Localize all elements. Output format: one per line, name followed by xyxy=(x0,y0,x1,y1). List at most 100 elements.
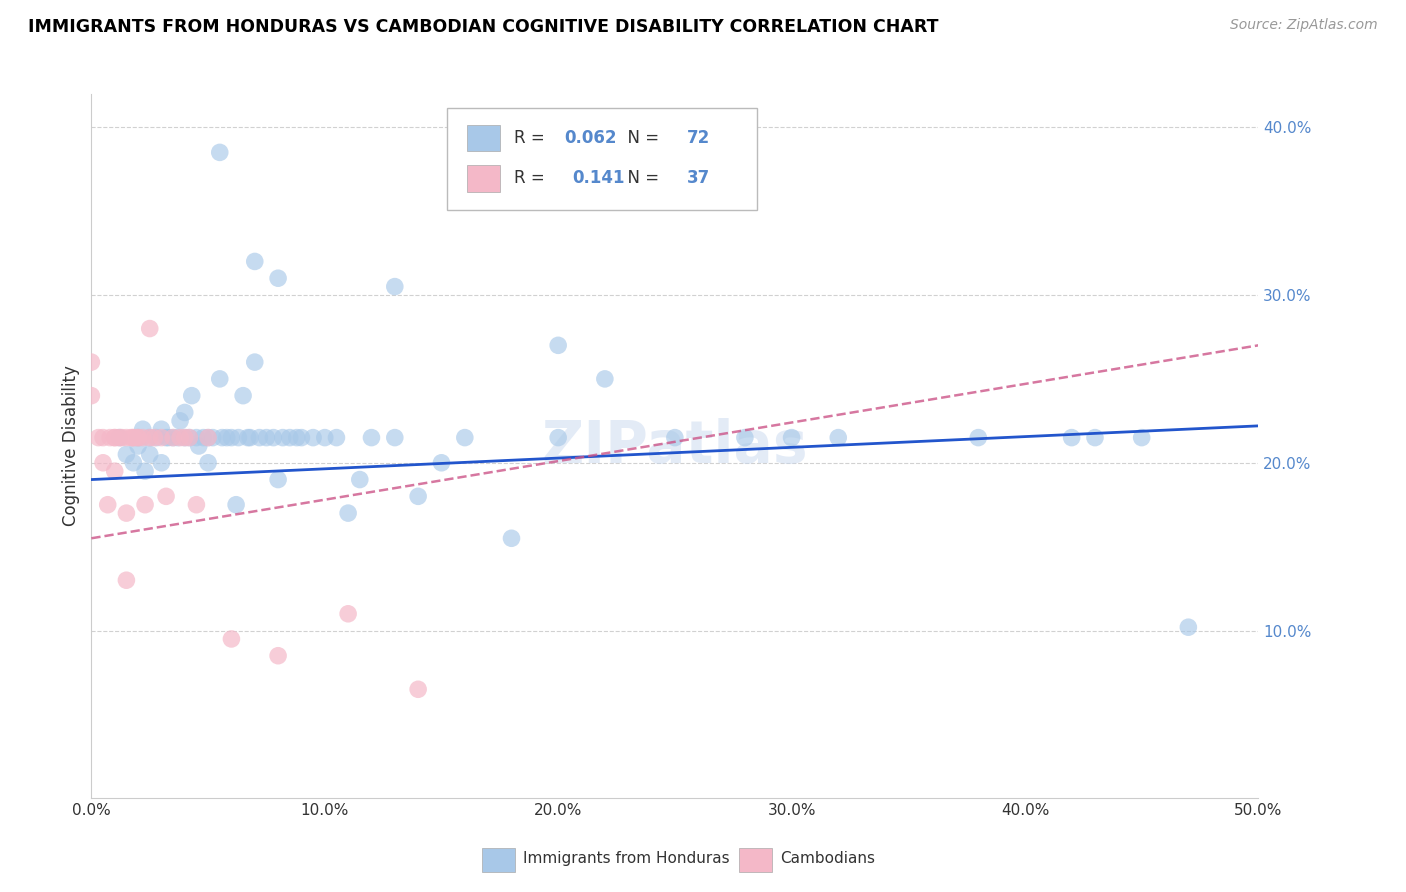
Point xyxy=(87,431,110,445)
Point xyxy=(115,431,138,445)
Text: R =: R = xyxy=(513,129,550,147)
Point xyxy=(120,431,142,445)
Point xyxy=(157,431,180,445)
Text: 0.141: 0.141 xyxy=(572,169,624,187)
Point xyxy=(127,431,149,445)
Point xyxy=(138,447,162,461)
Point xyxy=(267,473,290,487)
Point xyxy=(173,431,195,445)
Point xyxy=(384,431,406,445)
Point xyxy=(98,431,121,445)
Point xyxy=(384,279,406,293)
Point xyxy=(134,464,156,478)
Text: 72: 72 xyxy=(686,129,710,147)
Point xyxy=(111,431,134,445)
Point xyxy=(127,431,149,445)
Point xyxy=(145,431,167,445)
Point xyxy=(104,431,127,445)
Point xyxy=(593,372,616,386)
Point xyxy=(1060,431,1083,445)
Point xyxy=(132,422,155,436)
Point xyxy=(166,431,188,445)
Point xyxy=(201,431,224,445)
Point xyxy=(337,607,360,621)
Point xyxy=(221,632,243,646)
Point xyxy=(143,431,166,445)
Point xyxy=(108,431,131,445)
Point xyxy=(243,355,266,369)
Point xyxy=(208,372,231,386)
Text: Cambodians: Cambodians xyxy=(780,851,875,866)
Point xyxy=(197,431,219,445)
Point xyxy=(780,431,803,445)
Point xyxy=(197,431,219,445)
Point xyxy=(115,447,138,461)
Point xyxy=(547,338,569,352)
Point xyxy=(173,405,195,419)
FancyBboxPatch shape xyxy=(467,125,501,152)
Point xyxy=(150,456,173,470)
Point xyxy=(180,389,202,403)
Point xyxy=(454,431,477,445)
FancyBboxPatch shape xyxy=(447,108,756,210)
Point xyxy=(827,431,849,445)
FancyBboxPatch shape xyxy=(467,165,501,192)
Point xyxy=(501,531,523,545)
Point xyxy=(406,682,429,697)
Point xyxy=(155,489,177,503)
Point xyxy=(104,431,127,445)
Point xyxy=(179,431,201,445)
Point xyxy=(91,431,114,445)
Point xyxy=(122,431,145,445)
Point xyxy=(138,431,162,445)
Point xyxy=(547,431,569,445)
Point xyxy=(1130,431,1153,445)
Point xyxy=(249,431,271,445)
Point xyxy=(193,431,215,445)
Point xyxy=(664,431,686,445)
Point xyxy=(337,506,360,520)
FancyBboxPatch shape xyxy=(482,847,515,872)
Point xyxy=(132,431,155,445)
Point xyxy=(221,431,243,445)
Text: Source: ZipAtlas.com: Source: ZipAtlas.com xyxy=(1230,18,1378,32)
Point xyxy=(236,431,259,445)
Point xyxy=(1084,431,1107,445)
Point xyxy=(127,439,149,453)
Point xyxy=(349,473,371,487)
Point xyxy=(122,456,145,470)
Y-axis label: Cognitive Disability: Cognitive Disability xyxy=(62,366,80,526)
Point xyxy=(186,498,208,512)
Point xyxy=(187,439,209,453)
Point xyxy=(1177,620,1199,634)
Point xyxy=(430,456,453,470)
Point xyxy=(967,431,990,445)
Text: R =: R = xyxy=(513,169,555,187)
Point xyxy=(225,498,247,512)
Point xyxy=(150,431,173,445)
Point xyxy=(80,389,103,403)
Text: IMMIGRANTS FROM HONDURAS VS CAMBODIAN COGNITIVE DISABILITY CORRELATION CHART: IMMIGRANTS FROM HONDURAS VS CAMBODIAN CO… xyxy=(28,18,939,36)
Point xyxy=(285,431,308,445)
Text: N =: N = xyxy=(617,169,664,187)
Point xyxy=(208,145,231,160)
Point xyxy=(197,456,219,470)
Point xyxy=(162,431,184,445)
Point xyxy=(134,498,156,512)
Text: Immigrants from Honduras: Immigrants from Honduras xyxy=(523,851,730,866)
Point xyxy=(267,648,290,663)
Point xyxy=(127,431,149,445)
FancyBboxPatch shape xyxy=(740,847,772,872)
Point xyxy=(108,431,131,445)
Point xyxy=(211,431,233,445)
Point xyxy=(138,321,162,335)
Point xyxy=(97,498,120,512)
Point xyxy=(262,431,284,445)
Point xyxy=(314,431,336,445)
Point xyxy=(271,431,294,445)
Point xyxy=(155,431,177,445)
Point xyxy=(169,431,191,445)
Point xyxy=(406,489,429,503)
Point xyxy=(290,431,312,445)
Point xyxy=(179,431,201,445)
